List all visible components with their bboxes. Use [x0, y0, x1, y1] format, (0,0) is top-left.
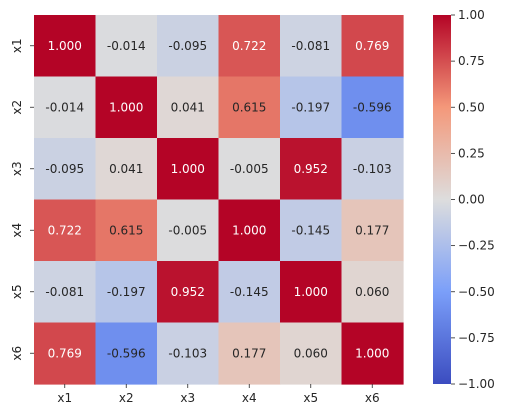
heatmap-cell: [34, 138, 97, 201]
colorbar-tick-label: −0.25: [458, 239, 495, 253]
heatmap-cell: [341, 322, 404, 385]
cell-value-label: 1.000: [355, 346, 389, 360]
colorbar-tick-label: 0.75: [458, 54, 485, 68]
x-tick-label: x2: [119, 391, 134, 405]
heatmap-cell: [157, 15, 220, 78]
cell-value-label: 0.722: [232, 39, 266, 53]
cell-value-label: -0.095: [45, 162, 84, 176]
colorbar-tick-label: −1.00: [458, 377, 495, 391]
y-tick-label: x3: [10, 161, 24, 176]
colorbar-tick-label: −0.50: [458, 285, 495, 299]
colorbar: 1.00 0.75 0.50 0.25 0.00 −0.25 −0.50 −0.75 −1.00: [433, 8, 495, 391]
cell-value-label: -0.145: [230, 285, 269, 299]
heatmap-cell: [280, 138, 343, 201]
heatmap-cell: [95, 138, 158, 201]
colorbar-tick-label: 1.00: [458, 8, 485, 22]
heatmap-cell: [95, 322, 158, 385]
heatmap-cell: [218, 322, 281, 385]
colorbar-tick-label: 0.50: [458, 100, 485, 114]
cell-value-label: -0.081: [45, 285, 84, 299]
x-axis-ticks: x1 x2 x3 x4 x5 x6: [57, 384, 380, 405]
heatmap-cell: [95, 199, 158, 262]
colorbar-tick-label: 0.00: [458, 193, 485, 207]
cell-value-label: -0.145: [291, 223, 330, 237]
y-tick-label: x2: [10, 100, 24, 115]
cell-value-label: 0.722: [48, 223, 82, 237]
cell-value-label: -0.014: [107, 39, 146, 53]
heatmap-cell: [341, 261, 404, 324]
y-tick-label: x5: [10, 284, 24, 299]
cell-value-label: 0.615: [232, 100, 266, 114]
cell-value-label: 1.000: [232, 223, 266, 237]
heatmap-cell: [157, 322, 220, 385]
heatmap-cell: [157, 199, 220, 262]
cell-value-label: 0.952: [294, 162, 328, 176]
x-tick-label: x5: [303, 391, 318, 405]
heatmap-cell: [341, 76, 404, 139]
cell-value-label: 0.952: [171, 285, 205, 299]
cell-value-label: 1.000: [294, 285, 328, 299]
heatmap-cell: [34, 15, 97, 78]
cell-value-label: 0.769: [355, 39, 389, 53]
heatmap-cell: [280, 261, 343, 324]
heatmap-cell: [218, 76, 281, 139]
cell-value-label: 0.041: [171, 100, 205, 114]
cell-value-label: 0.060: [294, 346, 328, 360]
cell-value-label: -0.005: [230, 162, 269, 176]
cell-value-label: -0.014: [45, 100, 84, 114]
cell-value-label: -0.005: [168, 223, 207, 237]
cell-value-label: 1.000: [109, 100, 143, 114]
cell-value-label: -0.596: [107, 346, 146, 360]
colorbar-gradient: [433, 15, 451, 384]
heatmap-cell: [280, 199, 343, 262]
heatmap-cell: [34, 199, 97, 262]
heatmap-cells: 1.000 -0.014 -0.095 0.722 -0.081 0.769 -0.014 1…: [34, 15, 404, 385]
cell-value-label: 1.000: [48, 39, 82, 53]
heatmap-cell: [218, 138, 281, 201]
cell-value-label: -0.081: [291, 39, 330, 53]
cell-value-label: 0.041: [109, 162, 143, 176]
cell-value-label: -0.095: [168, 39, 207, 53]
heatmap-cell: [157, 261, 220, 324]
heatmap-cell: [95, 15, 158, 78]
heatmap-cell: [34, 322, 97, 385]
heatmap-cell: [218, 261, 281, 324]
heatmap-cell: [218, 199, 281, 262]
heatmap-cell: [95, 261, 158, 324]
x-tick-label: x4: [242, 391, 257, 405]
x-tick-label: x6: [365, 391, 380, 405]
cell-value-label: -0.103: [168, 346, 207, 360]
heatmap-cell: [95, 76, 158, 139]
y-tick-label: x4: [10, 223, 24, 238]
heatmap-cell: [280, 322, 343, 385]
heatmap-cell: [218, 15, 281, 78]
cell-value-label: 0.177: [232, 346, 266, 360]
y-tick-label: x6: [10, 346, 24, 361]
cell-value-label: 0.177: [355, 223, 389, 237]
cell-value-label: -0.197: [291, 100, 330, 114]
heatmap-cell: [34, 261, 97, 324]
cell-value-label: -0.596: [353, 100, 392, 114]
heatmap-cell: [341, 138, 404, 201]
cell-value-label: 1.000: [171, 162, 205, 176]
heatmap-cell: [341, 199, 404, 262]
heatmap-cell: [157, 76, 220, 139]
heatmap-cell: [157, 138, 220, 201]
cell-value-label: -0.197: [107, 285, 146, 299]
x-tick-label: x1: [57, 391, 72, 405]
y-axis-ticks: x1 x2 x3 x4 x5 x6: [10, 38, 34, 361]
x-tick-label: x3: [180, 391, 195, 405]
cell-value-label: -0.103: [353, 162, 392, 176]
colorbar-tick-label: −0.75: [458, 331, 495, 345]
colorbar-tick-label: 0.25: [458, 146, 485, 160]
heatmap-cell: [280, 76, 343, 139]
heatmap-cell: [341, 15, 404, 78]
cell-value-label: 0.615: [109, 223, 143, 237]
y-tick-label: x1: [10, 38, 24, 53]
cell-value-label: 0.769: [48, 346, 82, 360]
cell-value-label: 0.060: [355, 285, 389, 299]
heatmap-cell: [34, 76, 97, 139]
heatmap-cell: [280, 15, 343, 78]
